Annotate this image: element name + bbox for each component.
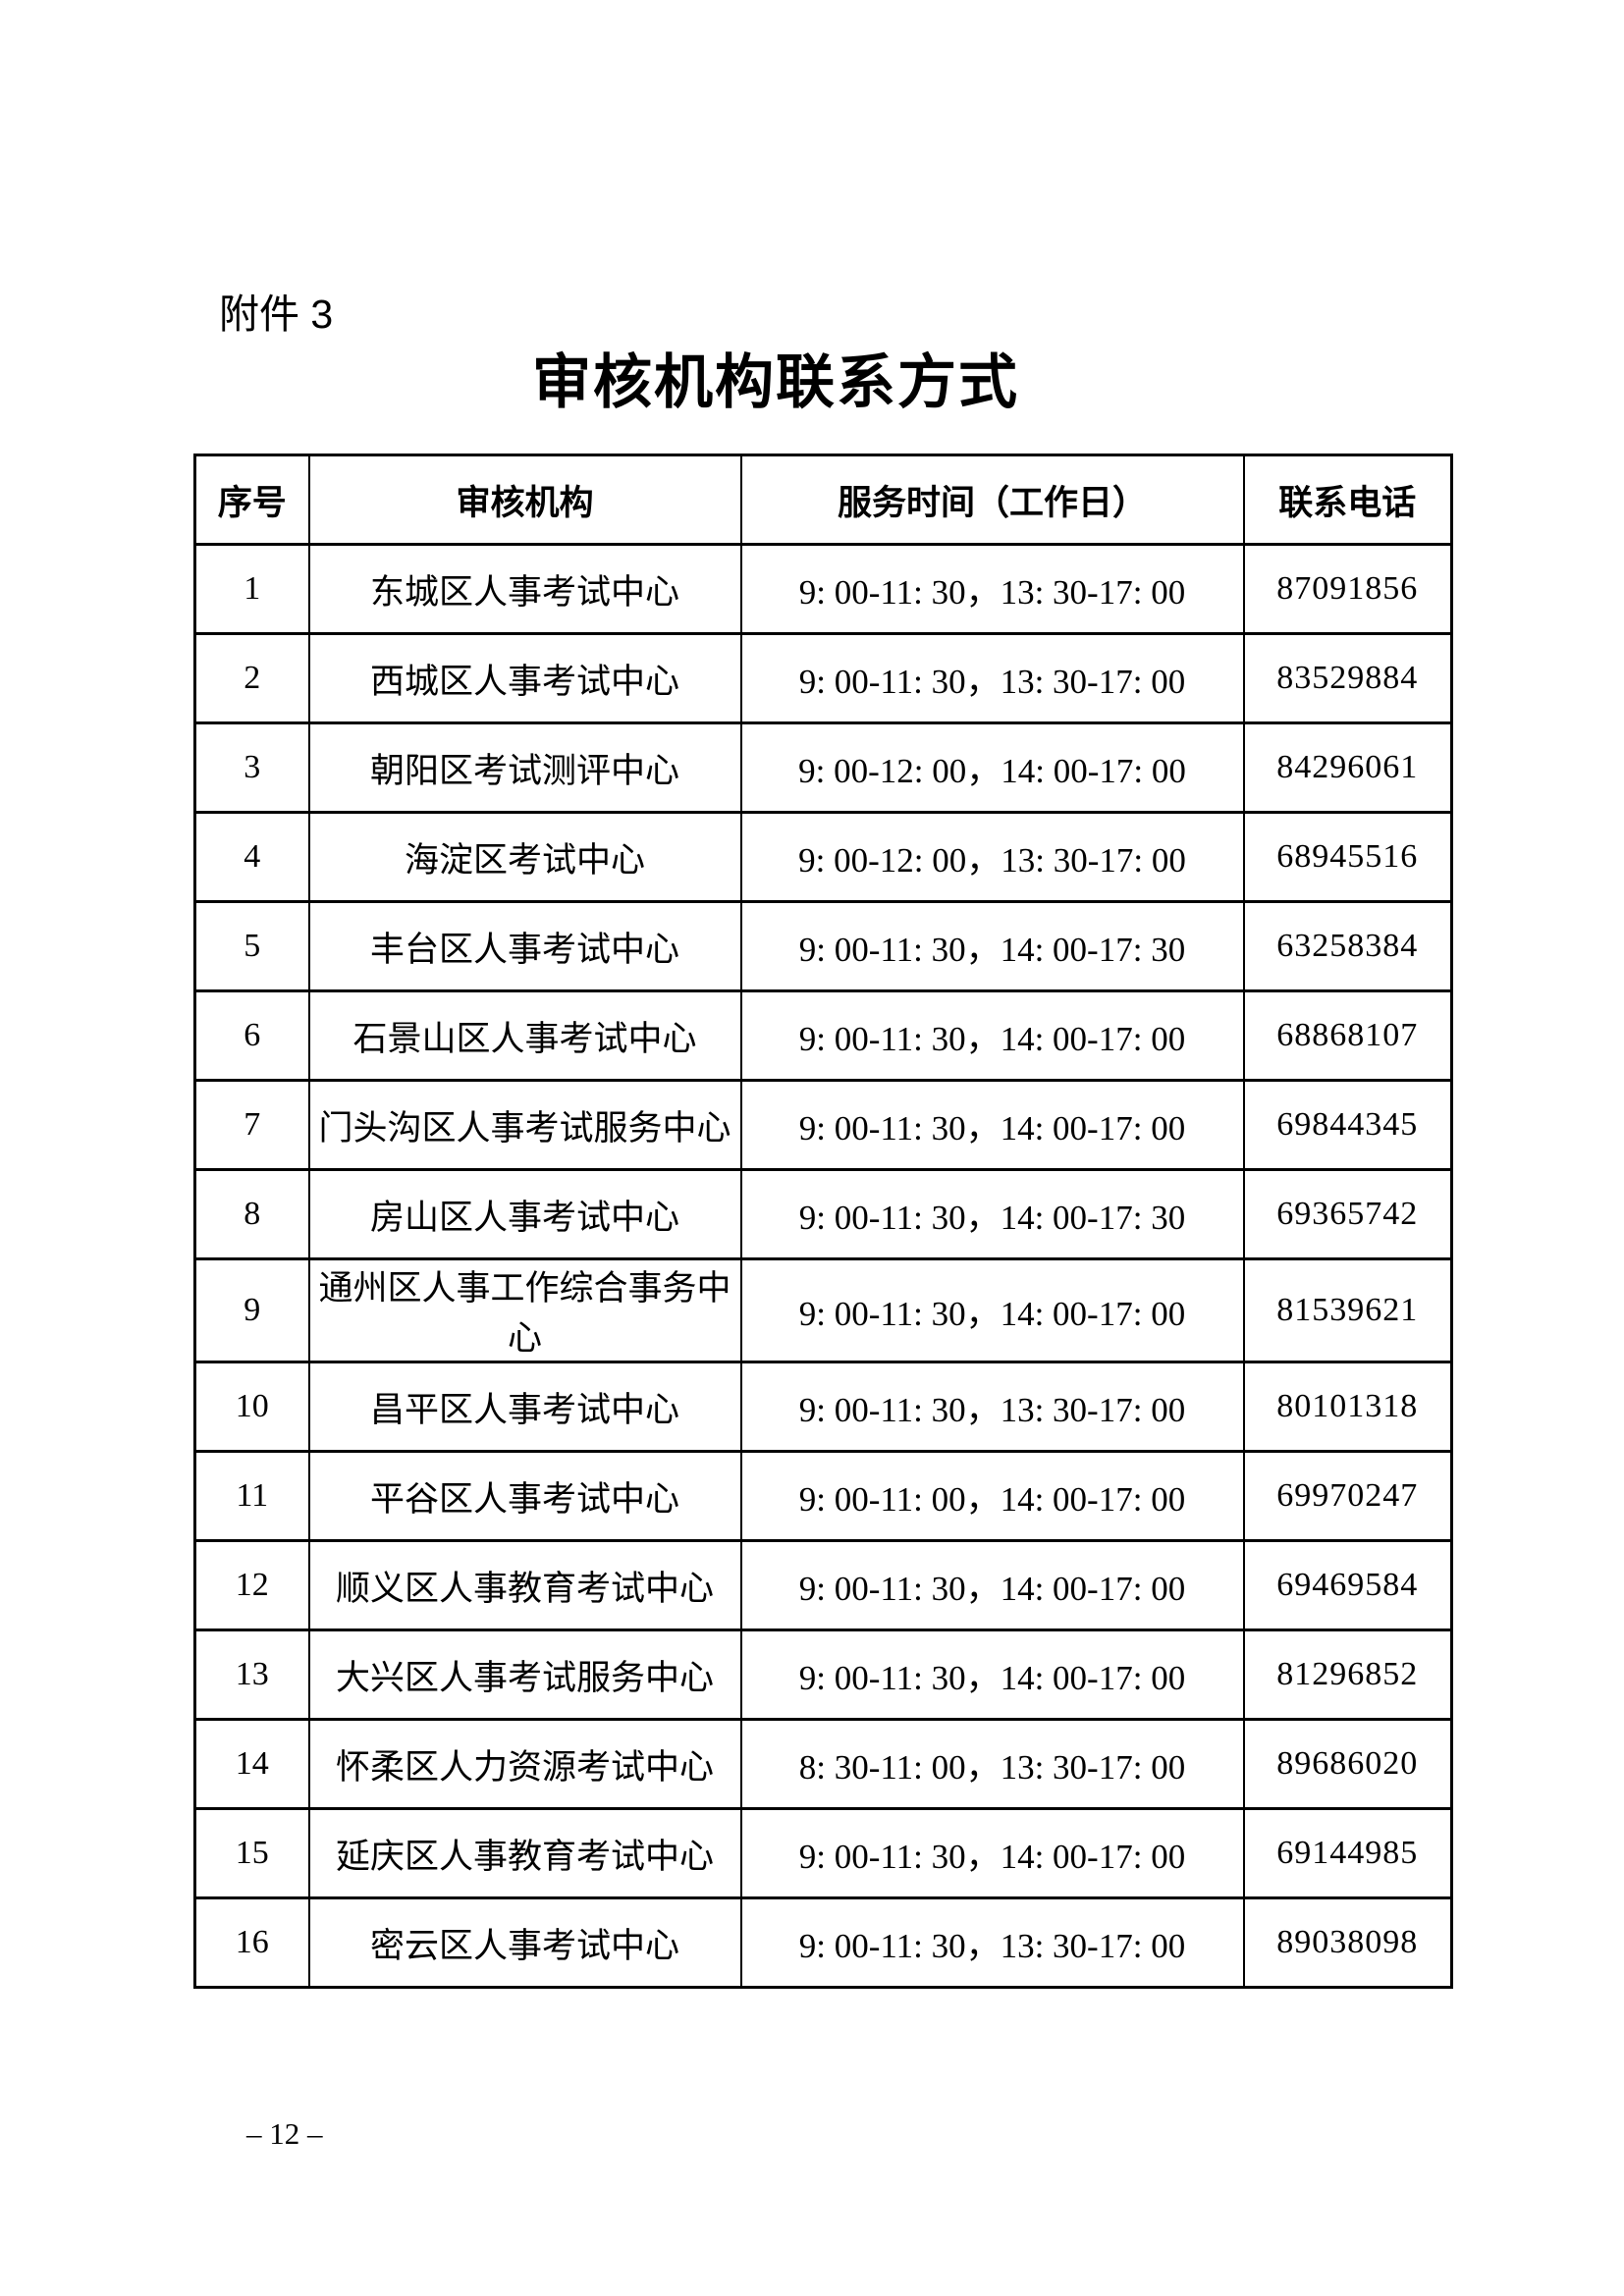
- cell-phone-number: 68945516: [1242, 811, 1453, 903]
- cell-organization: 房山区人事考试中心: [307, 1168, 742, 1260]
- header-cell-time: 服务时间（工作日）: [739, 454, 1245, 546]
- cell-service-time: 9: 00-11: 30，13: 30-17: 00: [739, 543, 1245, 635]
- cell-service-time: 9: 00-11: 30，14: 00-17: 00: [739, 1539, 1245, 1631]
- cell-row-number: 2: [193, 632, 310, 724]
- cell-row-number: 13: [193, 1629, 310, 1721]
- cell-phone-number: 84296061: [1242, 721, 1453, 814]
- cell-phone-number: 81296852: [1242, 1629, 1453, 1721]
- cell-phone-number: 89686020: [1242, 1718, 1453, 1810]
- cell-organization: 丰台区人事考试中心: [307, 900, 742, 992]
- page-title: 审核机构联系方式: [532, 350, 1019, 415]
- table-row: 3 朝阳区考试测评中心 9: 00-12: 00，14: 00-17: 00 8…: [193, 721, 1453, 814]
- cell-row-number: 3: [193, 721, 310, 814]
- cell-phone-number: 69844345: [1242, 1079, 1453, 1171]
- attachment-label: 附件 3: [219, 292, 334, 337]
- cell-row-number: 16: [193, 1896, 310, 1989]
- cell-phone-number: 81539621: [1242, 1257, 1453, 1363]
- table-row: 5 丰台区人事考试中心 9: 00-11: 30，14: 00-17: 30 6…: [193, 900, 1453, 992]
- cell-organization: 平谷区人事考试中心: [307, 1450, 742, 1542]
- cell-organization: 昌平区人事考试中心: [307, 1361, 742, 1453]
- cell-phone-number: 63258384: [1242, 900, 1453, 992]
- cell-row-number: 4: [193, 811, 310, 903]
- page-number: – 12 –: [246, 2116, 323, 2151]
- cell-organization: 海淀区考试中心: [307, 811, 742, 903]
- cell-organization: 石景山区人事考试中心: [307, 989, 742, 1082]
- cell-service-time: 9: 00-11: 30，13: 30-17: 00: [739, 1896, 1245, 1989]
- cell-phone-number: 87091856: [1242, 543, 1453, 635]
- cell-organization: 西城区人事考试中心: [307, 632, 742, 724]
- cell-organization: 延庆区人事教育考试中心: [307, 1807, 742, 1899]
- cell-row-number: 15: [193, 1807, 310, 1899]
- cell-service-time: 9: 00-11: 30，14: 00-17: 00: [739, 1257, 1245, 1363]
- cell-organization: 密云区人事考试中心: [307, 1896, 742, 1989]
- cell-organization: 通州区人事工作综合事务中心: [307, 1257, 742, 1363]
- cell-row-number: 9: [193, 1257, 310, 1363]
- cell-row-number: 12: [193, 1539, 310, 1631]
- cell-service-time: 8: 30-11: 00，13: 30-17: 00: [739, 1718, 1245, 1810]
- cell-service-time: 9: 00-11: 30，14: 00-17: 30: [739, 900, 1245, 992]
- header-cell-no: 序号: [193, 454, 310, 546]
- cell-service-time: 9: 00-11: 30，14: 00-17: 00: [739, 1079, 1245, 1171]
- cell-phone-number: 83529884: [1242, 632, 1453, 724]
- table-row: 2 西城区人事考试中心 9: 00-11: 30，13: 30-17: 00 8…: [193, 632, 1453, 724]
- table-row: 10 昌平区人事考试中心 9: 00-11: 30，13: 30-17: 00 …: [193, 1361, 1453, 1453]
- cell-phone-number: 69970247: [1242, 1450, 1453, 1542]
- table-row: 4 海淀区考试中心 9: 00-12: 00，13: 30-17: 00 689…: [193, 811, 1453, 903]
- cell-organization: 顺义区人事教育考试中心: [307, 1539, 742, 1631]
- cell-service-time: 9: 00-11: 30，13: 30-17: 00: [739, 632, 1245, 724]
- cell-phone-number: 69365742: [1242, 1168, 1453, 1260]
- cell-organization: 朝阳区考试测评中心: [307, 721, 742, 814]
- table-row: 11 平谷区人事考试中心 9: 00-11: 00，14: 00-17: 00 …: [193, 1450, 1453, 1542]
- cell-row-number: 14: [193, 1718, 310, 1810]
- cell-service-time: 9: 00-12: 00，14: 00-17: 00: [739, 721, 1245, 814]
- table-row: 9 通州区人事工作综合事务中心 9: 00-11: 30，14: 00-17: …: [193, 1257, 1453, 1363]
- table-row: 15 延庆区人事教育考试中心 9: 00-11: 30，14: 00-17: 0…: [193, 1807, 1453, 1899]
- cell-service-time: 9: 00-11: 30，14: 00-17: 00: [739, 1807, 1245, 1899]
- cell-row-number: 6: [193, 989, 310, 1082]
- header-cell-org: 审核机构: [307, 454, 742, 546]
- cell-phone-number: 68868107: [1242, 989, 1453, 1082]
- table-row: 14 怀柔区人力资源考试中心 8: 30-11: 00，13: 30-17: 0…: [193, 1718, 1453, 1810]
- table-row: 7 门头沟区人事考试服务中心 9: 00-11: 30，14: 00-17: 0…: [193, 1079, 1453, 1171]
- cell-phone-number: 69144985: [1242, 1807, 1453, 1899]
- contact-table: 序号 审核机构 服务时间（工作日） 联系电话 1 东城区人事考试中心 9: 00…: [193, 454, 1453, 1989]
- cell-service-time: 9: 00-12: 00，13: 30-17: 00: [739, 811, 1245, 903]
- cell-service-time: 9: 00-11: 30，14: 00-17: 00: [739, 989, 1245, 1082]
- table-row: 13 大兴区人事考试服务中心 9: 00-11: 30，14: 00-17: 0…: [193, 1629, 1453, 1721]
- cell-phone-number: 89038098: [1242, 1896, 1453, 1989]
- cell-row-number: 7: [193, 1079, 310, 1171]
- cell-row-number: 8: [193, 1168, 310, 1260]
- cell-organization: 怀柔区人力资源考试中心: [307, 1718, 742, 1810]
- cell-service-time: 9: 00-11: 30，13: 30-17: 00: [739, 1361, 1245, 1453]
- cell-service-time: 9: 00-11: 00，14: 00-17: 00: [739, 1450, 1245, 1542]
- header-cell-phone: 联系电话: [1242, 454, 1453, 546]
- cell-organization: 大兴区人事考试服务中心: [307, 1629, 742, 1721]
- table-row: 12 顺义区人事教育考试中心 9: 00-11: 30，14: 00-17: 0…: [193, 1539, 1453, 1631]
- cell-row-number: 5: [193, 900, 310, 992]
- cell-organization: 门头沟区人事考试服务中心: [307, 1079, 742, 1171]
- cell-service-time: 9: 00-11: 30，14: 00-17: 30: [739, 1168, 1245, 1260]
- table-header-row: 序号 审核机构 服务时间（工作日） 联系电话: [193, 454, 1453, 546]
- cell-phone-number: 69469584: [1242, 1539, 1453, 1631]
- cell-row-number: 10: [193, 1361, 310, 1453]
- table-row: 6 石景山区人事考试中心 9: 00-11: 30，14: 00-17: 00 …: [193, 989, 1453, 1082]
- table-row: 1 东城区人事考试中心 9: 00-11: 30，13: 30-17: 00 8…: [193, 543, 1453, 635]
- cell-row-number: 1: [193, 543, 310, 635]
- table-row: 8 房山区人事考试中心 9: 00-11: 30，14: 00-17: 30 6…: [193, 1168, 1453, 1260]
- table-row: 16 密云区人事考试中心 9: 00-11: 30，13: 30-17: 00 …: [193, 1896, 1453, 1989]
- cell-organization: 东城区人事考试中心: [307, 543, 742, 635]
- cell-service-time: 9: 00-11: 30，14: 00-17: 00: [739, 1629, 1245, 1721]
- cell-phone-number: 80101318: [1242, 1361, 1453, 1453]
- cell-row-number: 11: [193, 1450, 310, 1542]
